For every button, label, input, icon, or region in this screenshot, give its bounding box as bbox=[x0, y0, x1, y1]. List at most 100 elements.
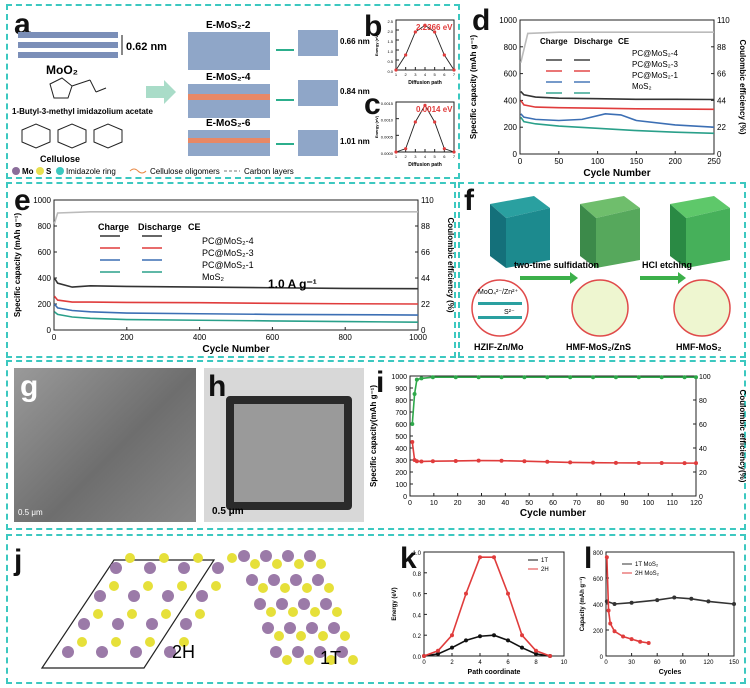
x-tick-label: 50 bbox=[554, 157, 563, 166]
mo-atom bbox=[144, 562, 156, 574]
series-line-PC@MoS₂-4 bbox=[520, 90, 715, 101]
s-atom bbox=[280, 583, 290, 593]
y2-tick-label: 110 bbox=[717, 16, 730, 25]
y-tick-label: 200 bbox=[504, 123, 518, 132]
mo-atom bbox=[164, 646, 176, 658]
x-tick-label: 90 bbox=[679, 660, 686, 666]
data-point bbox=[612, 602, 617, 606]
data-point bbox=[568, 375, 573, 380]
y-axis-label: Capacity (mAh g⁻¹) bbox=[579, 577, 586, 632]
x-tick-label: 0 bbox=[604, 660, 608, 666]
y-tick-label: 400 bbox=[38, 274, 52, 283]
series-line-CE bbox=[53, 211, 418, 224]
x-tick-label: 2 bbox=[450, 660, 454, 666]
y-tick-label: 400 bbox=[593, 603, 604, 609]
data-point bbox=[520, 645, 524, 650]
x-tick-label: 200 bbox=[669, 157, 683, 166]
energy-point bbox=[452, 150, 456, 154]
x-tick-label: 6 bbox=[506, 660, 510, 666]
y-tick-label: 0.6 bbox=[413, 593, 422, 599]
x-tick-label: 150 bbox=[729, 660, 740, 666]
moo2-spacing: 0.62 nm bbox=[126, 41, 167, 53]
s-atom bbox=[274, 631, 284, 641]
panel-label-j: j bbox=[14, 544, 23, 577]
y-tick-label: 1.0 bbox=[387, 49, 393, 54]
x-axis-label: Cycle Number bbox=[202, 344, 269, 355]
y2-tick-label: 66 bbox=[717, 70, 726, 79]
y2-tick-label: 100 bbox=[699, 374, 711, 381]
x-tick-label: 150 bbox=[630, 157, 644, 166]
data-point bbox=[568, 460, 573, 465]
chart-d: 0 50 100 150 200 2500200400600800100002244668… bbox=[469, 16, 746, 179]
panel-e-frame bbox=[6, 182, 456, 358]
s-atom bbox=[324, 583, 334, 593]
s-atom bbox=[143, 581, 153, 591]
x-axis-label: Cycles bbox=[659, 669, 682, 676]
series-line-PC@MoS₂-1 bbox=[53, 303, 419, 316]
panel-label-e: e bbox=[14, 184, 31, 217]
hmf-mos2-zns-cube bbox=[580, 196, 640, 268]
energy-point bbox=[423, 23, 427, 27]
data-point bbox=[636, 461, 641, 465]
mo-atom bbox=[94, 590, 106, 602]
svg-text:Discharge: Discharge bbox=[574, 37, 613, 46]
sample-label-6: E-MoS₂-6 bbox=[206, 118, 251, 129]
s-atom bbox=[195, 609, 205, 619]
svg-text:S: S bbox=[46, 167, 52, 176]
x-tick-label: 5 bbox=[434, 154, 437, 159]
x-tick-label: 4 bbox=[424, 72, 427, 77]
y-axis-label: Specific capacity(mAh g⁻¹) bbox=[369, 385, 378, 487]
data-point bbox=[613, 460, 618, 465]
svg-text:Charge: Charge bbox=[98, 222, 129, 232]
spacing-2: 0.66 nm bbox=[340, 37, 370, 46]
y-tick-label: 2.0 bbox=[387, 29, 393, 34]
data-point bbox=[419, 459, 424, 464]
data-point bbox=[476, 458, 481, 463]
y-tick-label: 0 bbox=[403, 494, 407, 501]
atoms-1t bbox=[238, 550, 358, 665]
y2-tick-label: 20 bbox=[699, 470, 707, 477]
x-axis-label: Cycle Number bbox=[583, 168, 650, 179]
s-atom bbox=[316, 559, 326, 569]
energy-point bbox=[452, 68, 456, 72]
x-tick-label: 1 bbox=[395, 72, 398, 77]
mo-atom bbox=[336, 646, 348, 658]
data-point bbox=[464, 591, 468, 596]
x-tick-label: 30 bbox=[628, 660, 635, 666]
data-point bbox=[613, 375, 618, 380]
spacing-4: 0.84 nm bbox=[340, 87, 370, 96]
data-point bbox=[499, 458, 504, 463]
y-tick-label: 800 bbox=[38, 222, 52, 231]
mo-atom bbox=[312, 574, 324, 586]
y2-tick-label: 40 bbox=[699, 446, 707, 453]
imidazolium-structure bbox=[49, 77, 107, 99]
mo-atom bbox=[254, 598, 266, 610]
data-point bbox=[453, 458, 458, 463]
y-axis-label: Specific capacity (mAh g⁻¹) bbox=[469, 35, 478, 140]
data-point bbox=[414, 377, 419, 382]
y-axis-label: Energy (eV) bbox=[392, 587, 398, 620]
energy-point bbox=[404, 147, 408, 151]
plot-frame bbox=[53, 199, 419, 331]
data-point bbox=[412, 392, 417, 396]
energy-point bbox=[413, 30, 417, 34]
series-line-PC@MoS₂-3 bbox=[520, 99, 715, 111]
energy-point bbox=[433, 30, 437, 34]
s-atom bbox=[125, 553, 135, 563]
data-point bbox=[522, 375, 527, 380]
sample-label-2: E-MoS₂-2 bbox=[206, 20, 251, 31]
y-tick-label: 600 bbox=[38, 248, 52, 257]
chart-c: 1 2 3 4 5 6 7 0.0000 0.0005 0.0010 0.0015 Diffusion… bbox=[374, 101, 456, 168]
mo-atom bbox=[196, 590, 208, 602]
spacing-6: 1.01 nm bbox=[340, 137, 370, 146]
data-point bbox=[436, 651, 440, 656]
panel-jkl-frame bbox=[6, 534, 746, 684]
svg-text:Cellulose oligomers: Cellulose oligomers bbox=[150, 167, 220, 176]
data-point bbox=[672, 595, 677, 600]
data-point bbox=[629, 637, 634, 642]
data-point bbox=[410, 422, 415, 426]
series-line-1T bbox=[423, 634, 551, 657]
data-point bbox=[453, 375, 458, 380]
s-atom bbox=[340, 631, 350, 641]
y2-tick-label: 80 bbox=[699, 398, 707, 405]
